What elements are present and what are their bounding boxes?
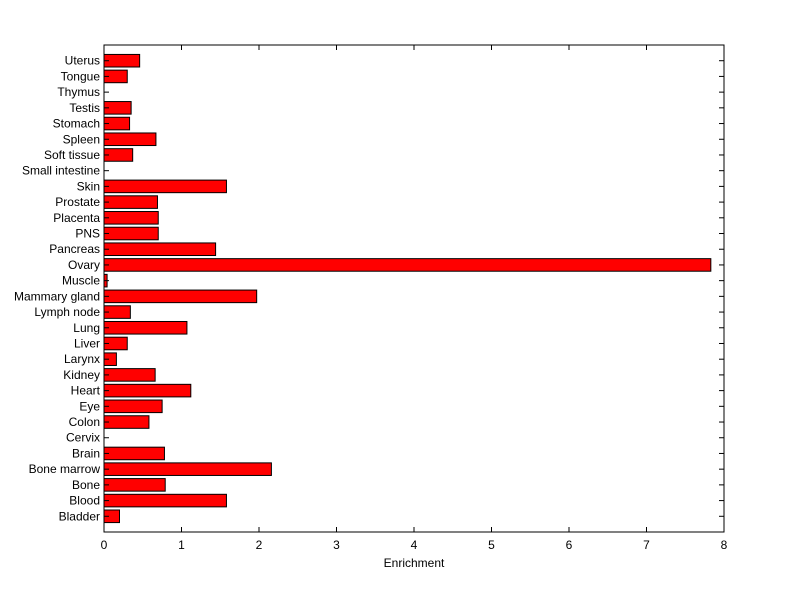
y-tick-label-muscle: Muscle (62, 274, 100, 288)
y-tick-label-bone-marrow: Bone marrow (29, 462, 101, 476)
bar-brain (103, 446, 165, 461)
y-tick-label-uterus: Uterus (65, 54, 100, 68)
y-tick-label-testis: Testis (69, 101, 100, 115)
y-tick-label-small-intestine: Small intestine (22, 164, 100, 178)
bar-placenta (103, 211, 159, 225)
y-tick-label-prostate: Prostate (55, 195, 100, 209)
ticks-layer (103, 45, 725, 532)
x-tick-label-5: 5 (488, 538, 495, 552)
bar-pancreas (103, 242, 217, 257)
bar-pns (103, 226, 159, 241)
bar-blood (103, 493, 227, 508)
y-tick-label-eye: Eye (79, 399, 100, 413)
y-tick-label-soft-tissue: Soft tissue (44, 148, 100, 162)
bar-prostate (103, 195, 158, 209)
bar-uterus (103, 53, 141, 68)
y-tick-label-mammary-gland: Mammary gland (14, 289, 100, 303)
bar-spleen (103, 132, 157, 147)
y-tick-label-kidney: Kidney (63, 368, 100, 382)
bar-ovary (103, 258, 712, 272)
y-tick-label-bone: Bone (72, 478, 100, 492)
y-tick-label-blood: Blood (69, 494, 100, 508)
plot-frame (103, 44, 725, 533)
bar-lung (103, 320, 188, 335)
x-tick-label-4: 4 (411, 538, 418, 552)
bar-bone-marrow (103, 462, 272, 476)
y-tick-label-placenta: Placenta (53, 211, 100, 225)
x-tick-label-2: 2 (256, 538, 263, 552)
x-tick-label-0: 0 (101, 538, 108, 552)
x-tick-label-3: 3 (333, 538, 340, 552)
x-tick-label-8: 8 (721, 538, 728, 552)
x-tick-label-1: 1 (178, 538, 185, 552)
y-tick-label-colon: Colon (69, 415, 100, 429)
y-tick-label-pns: PNS (75, 227, 100, 241)
bars-layer (103, 53, 712, 524)
y-tick-label-lymph-node: Lymph node (34, 305, 100, 319)
y-tick-label-liver: Liver (74, 336, 100, 350)
y-tick-label-skin: Skin (77, 179, 100, 193)
bar-mammary-gland (103, 289, 258, 304)
x-axis-label: Enrichment (384, 556, 445, 570)
y-tick-label-thymus: Thymus (57, 85, 100, 99)
y-tick-label-bladder: Bladder (59, 509, 100, 523)
bar-eye (103, 399, 163, 414)
x-tick-label-7: 7 (643, 538, 650, 552)
y-tick-label-spleen: Spleen (63, 132, 100, 146)
bar-bone (103, 478, 166, 492)
y-tick-label-heart: Heart (71, 384, 101, 398)
y-tick-label-lung: Lung (73, 321, 100, 335)
y-tick-label-brain: Brain (72, 446, 100, 460)
bar-skin (103, 179, 227, 194)
y-tick-label-pancreas: Pancreas (49, 242, 100, 256)
y-tick-label-tongue: Tongue (61, 69, 101, 83)
y-tick-label-larynx: Larynx (64, 352, 100, 366)
y-tick-label-stomach: Stomach (53, 117, 100, 131)
y-tick-label-cervix: Cervix (66, 431, 100, 445)
y-tick-label-ovary: Ovary (68, 258, 100, 272)
x-tick-label-6: 6 (566, 538, 573, 552)
bar-colon (103, 415, 150, 429)
bar-heart (103, 383, 192, 398)
bar-kidney (103, 368, 156, 382)
